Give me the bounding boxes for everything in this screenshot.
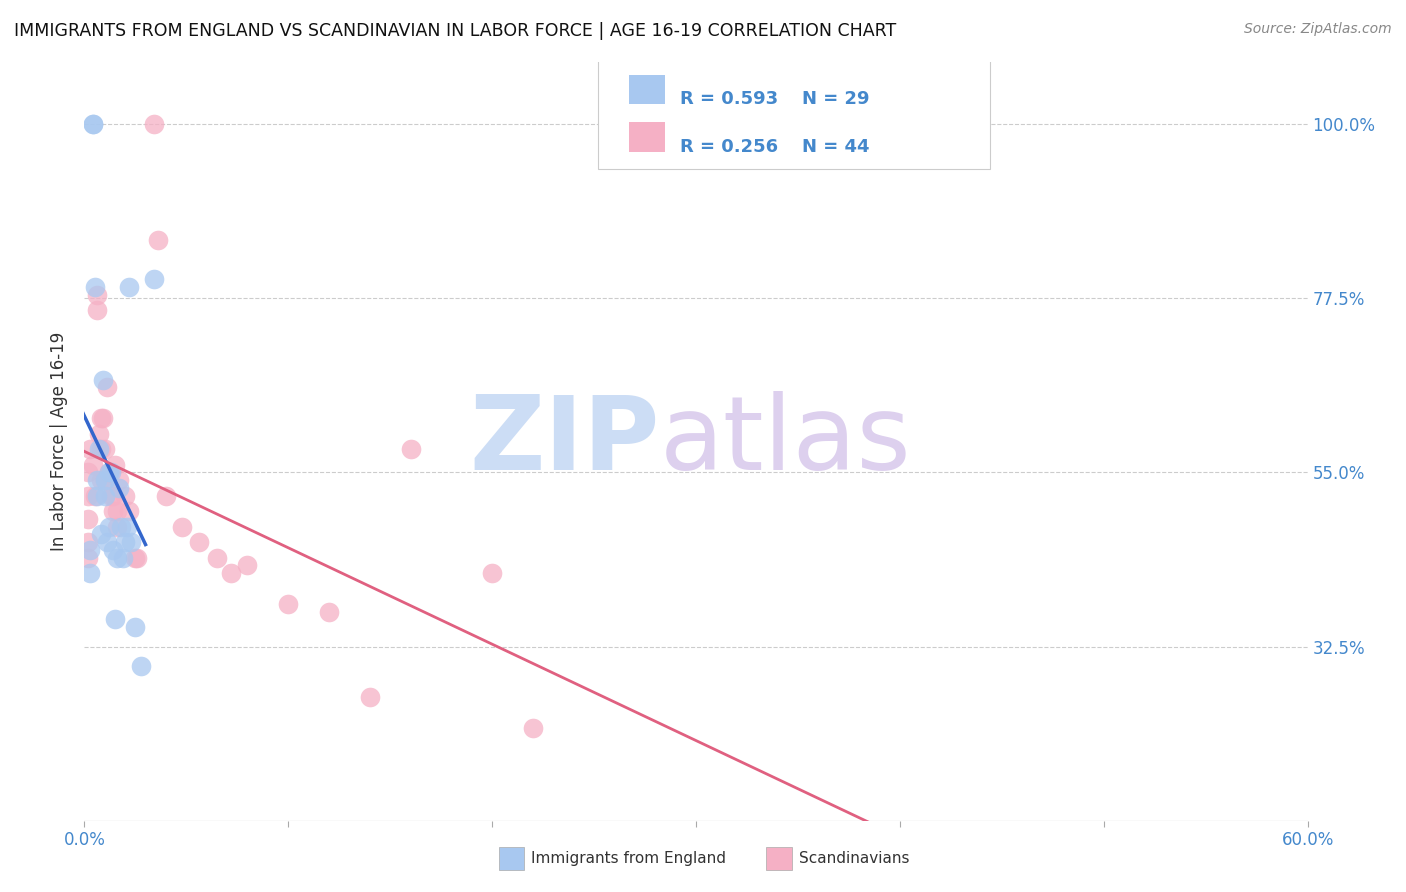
Point bbox=[86, 287, 108, 301]
Point bbox=[146, 233, 169, 247]
Point bbox=[93, 442, 115, 457]
Point bbox=[105, 504, 128, 518]
Point bbox=[118, 504, 141, 518]
Point bbox=[79, 542, 101, 557]
Point bbox=[86, 303, 108, 318]
Point bbox=[83, 280, 105, 294]
Point bbox=[127, 550, 149, 565]
Y-axis label: In Labor Force | Age 16-19: In Labor Force | Age 16-19 bbox=[51, 332, 69, 551]
Point bbox=[124, 550, 146, 565]
Point bbox=[131, 659, 153, 673]
Point bbox=[91, 411, 114, 425]
Point bbox=[82, 458, 104, 472]
Point bbox=[108, 481, 131, 495]
Point bbox=[79, 566, 101, 580]
Point bbox=[104, 458, 127, 472]
Text: R = 0.593: R = 0.593 bbox=[681, 90, 778, 108]
Point bbox=[114, 535, 136, 549]
Text: N = 29: N = 29 bbox=[803, 90, 870, 108]
Point bbox=[93, 473, 115, 487]
Text: Immigrants from England: Immigrants from England bbox=[531, 852, 727, 866]
Point bbox=[77, 535, 100, 549]
Point bbox=[96, 380, 118, 394]
Point bbox=[93, 489, 115, 503]
Point bbox=[104, 612, 127, 626]
Point bbox=[105, 519, 128, 533]
Point bbox=[481, 566, 503, 580]
Point bbox=[115, 519, 138, 533]
Point bbox=[187, 535, 209, 549]
Point bbox=[96, 535, 118, 549]
Point bbox=[90, 442, 112, 457]
Point bbox=[110, 519, 132, 533]
Point bbox=[90, 473, 112, 487]
Point bbox=[205, 550, 228, 565]
Point bbox=[90, 527, 112, 541]
Text: atlas: atlas bbox=[659, 391, 911, 492]
Point bbox=[124, 620, 146, 634]
Point bbox=[172, 519, 194, 533]
Point bbox=[97, 466, 120, 480]
Point bbox=[97, 519, 120, 533]
Point bbox=[118, 280, 141, 294]
Point bbox=[82, 117, 104, 131]
Point bbox=[399, 442, 422, 457]
Point bbox=[91, 373, 114, 387]
FancyBboxPatch shape bbox=[628, 122, 665, 152]
Point bbox=[277, 597, 299, 611]
Point bbox=[87, 426, 110, 441]
Point bbox=[522, 721, 544, 735]
FancyBboxPatch shape bbox=[628, 75, 665, 104]
Point bbox=[112, 550, 135, 565]
Point bbox=[219, 566, 242, 580]
Text: ZIP: ZIP bbox=[468, 391, 659, 492]
Point bbox=[114, 489, 136, 503]
Point bbox=[108, 473, 131, 487]
Text: Scandinavians: Scandinavians bbox=[799, 852, 910, 866]
Text: R = 0.256: R = 0.256 bbox=[681, 137, 778, 155]
Point bbox=[86, 489, 108, 503]
Point bbox=[77, 489, 100, 503]
Point bbox=[86, 473, 108, 487]
Point bbox=[105, 550, 128, 565]
Point bbox=[142, 272, 165, 286]
Point bbox=[142, 117, 165, 131]
Point bbox=[77, 550, 100, 565]
Point bbox=[83, 489, 105, 503]
Point bbox=[82, 117, 104, 131]
Point bbox=[97, 466, 120, 480]
Point bbox=[77, 466, 100, 480]
Point bbox=[93, 473, 115, 487]
Point bbox=[236, 558, 259, 573]
Point bbox=[318, 605, 340, 619]
Point bbox=[101, 504, 124, 518]
Point bbox=[155, 489, 177, 503]
Point bbox=[120, 535, 142, 549]
Point bbox=[101, 489, 124, 503]
Point bbox=[359, 690, 381, 704]
Text: N = 44: N = 44 bbox=[803, 137, 870, 155]
Point bbox=[79, 442, 101, 457]
Text: Source: ZipAtlas.com: Source: ZipAtlas.com bbox=[1244, 22, 1392, 37]
Point bbox=[100, 466, 122, 480]
Text: IMMIGRANTS FROM ENGLAND VS SCANDINAVIAN IN LABOR FORCE | AGE 16-19 CORRELATION C: IMMIGRANTS FROM ENGLAND VS SCANDINAVIAN … bbox=[14, 22, 896, 40]
Point bbox=[87, 442, 110, 457]
Point bbox=[100, 489, 122, 503]
Point bbox=[90, 411, 112, 425]
Point bbox=[101, 542, 124, 557]
FancyBboxPatch shape bbox=[598, 55, 990, 169]
Point bbox=[77, 512, 100, 526]
